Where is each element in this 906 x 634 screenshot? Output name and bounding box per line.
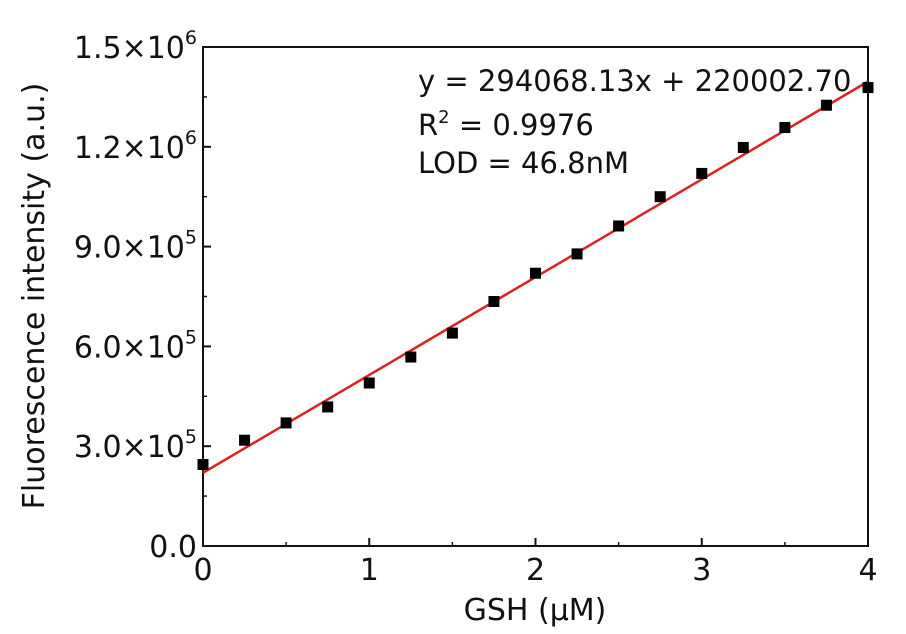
- y-tick-label: 1.5×106: [74, 27, 197, 66]
- data-point: [363, 377, 375, 389]
- x-tick-label: 0: [193, 553, 212, 588]
- x-tick-label: 3: [692, 553, 711, 588]
- x-tick-label: 2: [526, 553, 545, 588]
- r-squared-exponent: 2: [438, 107, 449, 128]
- x-tick-label: 1: [360, 553, 379, 588]
- y-tick-label: 9.0×105: [74, 227, 197, 266]
- data-point: [280, 417, 292, 429]
- data-point: [820, 99, 832, 111]
- data-point: [446, 327, 458, 339]
- y-tick-label: 3.0×105: [74, 426, 197, 465]
- data-point: [405, 351, 417, 363]
- data-points: [197, 82, 874, 470]
- data-point: [613, 220, 625, 232]
- data-point: [530, 267, 541, 279]
- data-point: [654, 191, 666, 203]
- r-squared-value: = 0.9976: [450, 108, 594, 142]
- r-squared-prefix: R: [418, 108, 438, 142]
- data-point: [696, 167, 708, 179]
- y-tick-label: 1.2×106: [74, 127, 197, 166]
- data-point: [197, 458, 209, 470]
- x-axis-ticks: 0 1 2 3 4: [193, 538, 878, 588]
- data-point: [239, 434, 251, 446]
- r-squared-label: R2 = 0.9976: [418, 107, 594, 142]
- fit-equation-label: y = 294068.13x + 220002.70: [418, 64, 851, 98]
- x-tick-label: 4: [858, 553, 877, 588]
- y-axis-title: Fluorescence intensity (a.u.): [17, 83, 52, 510]
- data-point: [737, 141, 749, 153]
- y-tick-label: 0.0: [149, 530, 197, 565]
- lod-label: LOD = 46.8nM: [418, 146, 629, 180]
- data-point: [322, 401, 334, 413]
- data-point: [571, 248, 583, 260]
- data-point: [488, 295, 500, 307]
- data-point: [779, 122, 791, 134]
- y-tick-label: 6.0×105: [74, 326, 197, 365]
- data-point: [862, 82, 874, 94]
- x-axis-title: GSH (μM): [464, 593, 607, 628]
- y-axis-ticks: 0.0 3.0×105 6.0×105 9.0×105 1.2×106 1.5×106: [74, 27, 211, 565]
